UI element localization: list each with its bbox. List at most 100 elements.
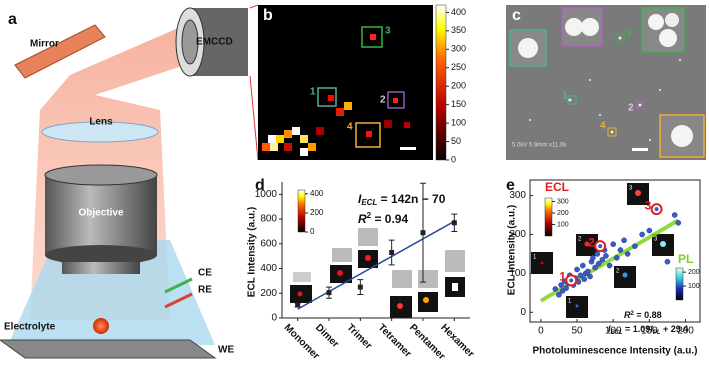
mirror — [14, 24, 106, 79]
x-tick-label: Trimer — [344, 322, 373, 351]
inset-label: 3 — [629, 186, 633, 192]
eq-part: I — [650, 324, 653, 334]
point — [326, 290, 332, 296]
colorbar-tick-label: 150 — [451, 99, 466, 109]
r2: R2 = 0.88 — [624, 310, 662, 320]
highlight-core — [654, 207, 659, 212]
lens — [41, 121, 159, 143]
roi-label: 4 — [600, 121, 606, 132]
label: WE — [218, 345, 234, 356]
objective — [44, 164, 158, 274]
working-electrode — [0, 339, 217, 359]
reference-electrode — [164, 292, 193, 309]
y-axis-label: ECL Intensity (a.u.) — [247, 207, 258, 297]
point — [587, 273, 593, 280]
colorbar-tick-label: 200 — [451, 81, 466, 91]
point — [357, 284, 363, 290]
highlight-core — [569, 278, 574, 283]
y-tick-label: 300 — [509, 190, 526, 201]
panel-d: d ECL Intensity (a.u.) IECL = 142n − 70 … — [247, 177, 465, 318]
point — [581, 276, 588, 283]
panel-a: a Mirror EMCCD Lens Objective CE RE Elec… — [0, 4, 259, 359]
point — [671, 212, 678, 218]
colorbar-tick-label: 0 — [451, 154, 456, 164]
label: Mirror — [30, 39, 59, 50]
highlight-core — [598, 244, 603, 249]
roi-box — [317, 87, 337, 107]
colorbar-tick-label: 200 — [688, 269, 700, 276]
eq-part: = 1.09 — [623, 324, 651, 334]
point — [646, 227, 653, 234]
inset — [509, 29, 547, 67]
point — [594, 251, 601, 257]
roi-box — [355, 122, 381, 148]
insets — [290, 228, 465, 318]
inset — [561, 7, 603, 47]
colorbar-tick-label: 200 — [557, 210, 569, 217]
roi-label: 4 — [347, 122, 353, 133]
eq-part: ECL — [361, 198, 377, 207]
colorbar — [435, 4, 447, 161]
colorbar — [297, 189, 306, 233]
roi-box — [361, 26, 383, 48]
r2-part: = 0.94 — [371, 212, 408, 226]
camera — [175, 7, 248, 77]
point — [580, 262, 586, 269]
particles — [529, 36, 681, 141]
panel-e: e ECL Intensity (a.u.) Photoluminescence… — [506, 177, 698, 356]
r2-part: R — [358, 212, 367, 226]
y-tick-label: 200 — [260, 288, 277, 299]
inset — [641, 7, 685, 53]
pl-colorbar — [675, 267, 684, 301]
point — [675, 219, 682, 226]
point — [389, 249, 395, 255]
eq-part: = 142n − 70 — [377, 192, 445, 206]
y-tick-label: 100 — [509, 268, 526, 279]
y-tick-label: 200 — [509, 229, 526, 240]
r2: R2 = 0.94 — [358, 211, 408, 226]
colorbar-tick-label: 300 — [451, 44, 466, 54]
scale-bar — [632, 148, 648, 151]
point — [603, 253, 609, 259]
inset-label: 1 — [533, 255, 537, 261]
inset — [659, 114, 705, 158]
legend-ecl: ECL — [545, 180, 569, 194]
x-tick-label: 100 — [605, 326, 622, 337]
r2-part: 2 — [631, 311, 635, 317]
highlight-label: 3 — [645, 198, 652, 212]
eq-part: ECL — [611, 330, 623, 336]
roi-box — [615, 33, 625, 43]
point — [610, 241, 616, 247]
x-tick-label: Tetramer — [376, 322, 414, 360]
ecl-colorbar — [544, 197, 553, 237]
point — [556, 291, 562, 298]
roi-box — [387, 91, 405, 109]
label: RE — [198, 285, 212, 296]
label: EMCCD — [196, 37, 233, 48]
r2-part: = 0.88 — [634, 310, 662, 320]
fit-line — [297, 220, 455, 310]
label: Electrolyte — [4, 322, 56, 333]
label: Objective — [78, 208, 123, 219]
zoom-line — [249, 4, 259, 9]
colorbar-tick-label: 300 — [557, 198, 569, 205]
y-axis-label: ECL Intensity (a.u.) — [507, 205, 518, 295]
y-tick-label: 0 — [271, 313, 277, 324]
point — [617, 247, 624, 253]
colorbar-tick-label: 350 — [451, 25, 466, 35]
r2-part: R — [624, 310, 631, 320]
x-axis-label: Photoluminescence Intensity (a.u.) — [532, 346, 697, 357]
x-tick-label: 200 — [677, 326, 694, 337]
point — [592, 264, 598, 271]
point — [632, 243, 638, 249]
panel-label: a — [8, 11, 17, 28]
x-tick-label: 50 — [571, 326, 583, 337]
eq-part: PL — [653, 330, 661, 336]
point — [595, 260, 602, 267]
label: CE — [198, 268, 212, 279]
sem-info: 5.0kV 5.9mm x11.0k — [512, 143, 567, 149]
eq-part: + 29.4 — [660, 324, 688, 334]
colorbar-tick-label: 50 — [451, 136, 461, 146]
point — [590, 255, 596, 261]
